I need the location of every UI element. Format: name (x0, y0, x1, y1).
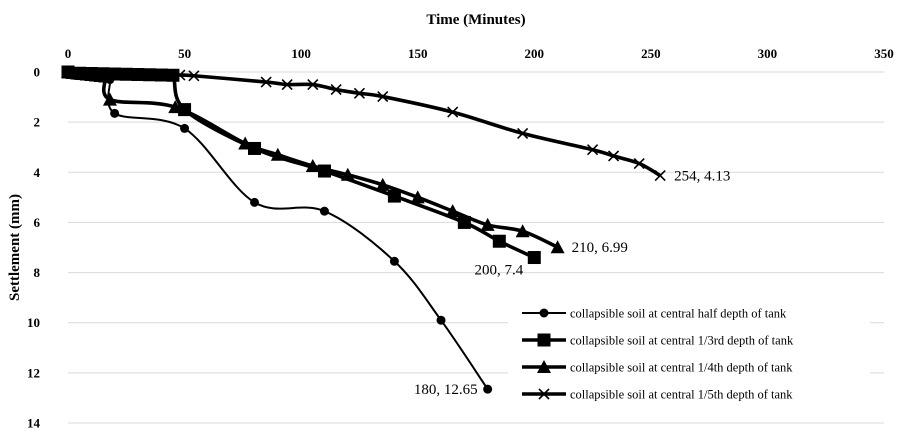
data-label: 210, 6.99 (572, 240, 628, 256)
series-half-depth (63, 67, 493, 394)
y-tick-label: 2 (34, 115, 41, 130)
data-point-square (387, 189, 401, 203)
data-point-triangle (305, 159, 320, 173)
data-point-x (90, 67, 102, 79)
y-tick-label: 14 (27, 416, 41, 431)
x-tick-label: 50 (178, 46, 191, 61)
data-point-triangle (515, 224, 530, 238)
legend-label: collapsible soil at central 1/3rd depth … (570, 334, 794, 348)
data-point-x (127, 68, 139, 80)
legend-marker (537, 333, 551, 347)
y-tick-label: 8 (34, 265, 41, 280)
data-point-x (307, 78, 319, 91)
data-point-x (99, 67, 111, 79)
data-point-x (587, 144, 599, 156)
data-point-triangle (238, 136, 253, 150)
legend-label: collapsible soil at central half depth o… (570, 307, 787, 321)
data-point-circle (250, 197, 260, 207)
series-fifth-depth (62, 66, 666, 182)
data-point-square (527, 251, 541, 265)
data-point-x (447, 106, 459, 118)
data-point-x (633, 157, 645, 170)
data-point-square (492, 234, 506, 248)
data-point-x (188, 70, 200, 82)
data-point-circle (180, 123, 190, 133)
data-point-triangle (445, 204, 460, 218)
data-point-x (155, 68, 167, 81)
y-tick-label: 12 (27, 365, 40, 380)
data-point-x (81, 67, 93, 79)
legend-entry-half-depth: collapsible soil at central half depth o… (522, 307, 787, 321)
data-point-triangle (270, 147, 285, 161)
legend-background (508, 295, 870, 417)
x-tick-label: 200 (525, 46, 545, 61)
data-point-triangle (168, 100, 183, 114)
data-point-triangle (340, 167, 355, 181)
data-point-x (118, 68, 130, 80)
data-point-x (174, 69, 186, 81)
data-point-triangle (375, 177, 390, 191)
data-label: 180, 12.65 (414, 382, 478, 398)
legend-entry-quarter-depth: collapsible soil at central 1/4th depth … (522, 360, 793, 375)
data-point-x (146, 68, 158, 80)
y-tick-label: 0 (34, 65, 41, 80)
x-tick-labels: 0 50 100 150 200 250 300 350 (65, 46, 894, 61)
data-annotations: 254, 4.13 210, 6.99 200, 7.4 180, 12.65 (414, 169, 731, 399)
series-line-third-depth (67, 70, 536, 260)
y-axis-title: Settlement (mm) (7, 194, 23, 301)
series-line-fifth-depth (67, 70, 662, 178)
y-tick-label: 4 (34, 165, 41, 180)
series-line-half-depth (67, 71, 489, 390)
data-point-x (654, 169, 666, 182)
data-point-triangle (102, 92, 117, 106)
legend-marker (538, 388, 550, 400)
data-point-x (353, 87, 365, 99)
legend-label: collapsible soil at central 1/5th depth … (570, 388, 793, 402)
data-point-circle (319, 206, 329, 216)
data-label: 200, 7.4 (475, 263, 524, 279)
legend-entry-fifth-depth: collapsible soil at central 1/5th depth … (522, 388, 793, 402)
data-point-x (137, 68, 149, 80)
data-point-x (109, 67, 121, 80)
y-tick-label: 6 (34, 215, 41, 230)
series-quarter-depth (61, 65, 565, 254)
x-axis-title: Time (Minutes) (426, 12, 525, 28)
x-tick-label: 100 (291, 46, 311, 61)
data-point-triangle (480, 217, 495, 231)
data-point-x (260, 76, 272, 88)
data-point-triangle (410, 190, 425, 204)
legend-marker (537, 360, 551, 373)
data-label: 254, 4.13 (674, 169, 730, 185)
data-point-x (71, 66, 83, 79)
y-tick-labels: 0 2 4 6 8 10 12 14 (27, 65, 41, 431)
legend: collapsible soil at central half depth o… (508, 295, 870, 417)
x-tick-label: 0 (65, 46, 72, 61)
data-point-circle (110, 108, 120, 118)
y-tick-label: 10 (27, 315, 40, 330)
legend-marker (539, 308, 549, 318)
data-point-x (377, 91, 389, 103)
data-point-x (281, 78, 293, 91)
data-point-x (517, 127, 529, 139)
data-point-circle (436, 315, 446, 325)
x-tick-label: 350 (874, 46, 894, 61)
legend-entry-third-depth: collapsible soil at central 1/3rd depth … (522, 333, 794, 348)
x-tick-label: 250 (641, 46, 661, 61)
data-point-triangle (98, 69, 113, 83)
legend-label: collapsible soil at central 1/4th depth … (570, 361, 793, 375)
data-point-x (165, 69, 177, 81)
series-layer (61, 65, 666, 394)
data-point-circle (389, 256, 399, 266)
data-point-x (330, 83, 342, 96)
data-point-x (607, 150, 620, 162)
x-tick-label: 300 (758, 46, 778, 61)
data-point-triangle (550, 240, 565, 254)
x-tick-label: 150 (408, 46, 428, 61)
data-point-x (62, 66, 74, 78)
series-third-depth (61, 65, 541, 265)
data-point-circle (483, 384, 493, 394)
